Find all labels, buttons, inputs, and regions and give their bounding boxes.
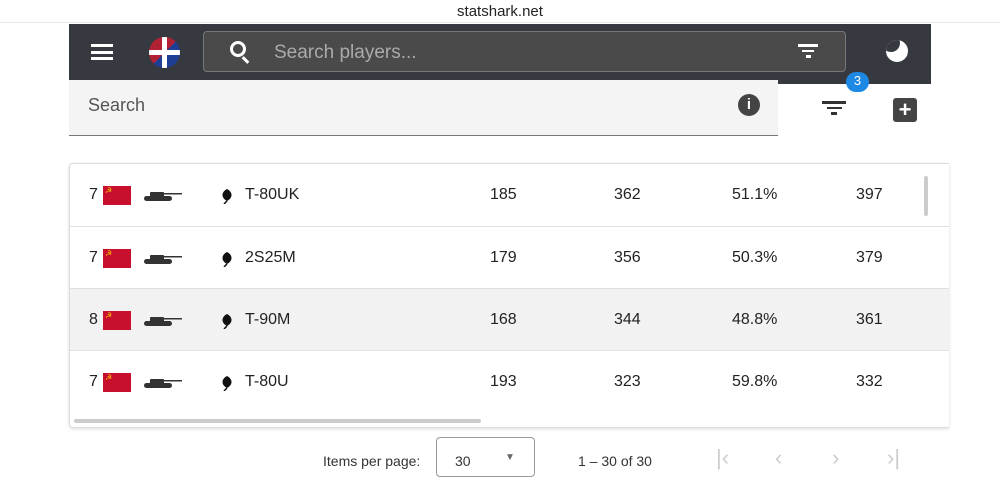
tier: 8 xyxy=(89,311,98,328)
app-header: Search players... xyxy=(69,24,931,84)
first-page-icon[interactable]: |‹ xyxy=(716,445,730,470)
cell-1: 179 xyxy=(490,249,517,266)
paginator: Items per page: 30 ▼ 1 – 30 of 30 |‹ ‹ ›… xyxy=(0,437,1000,477)
vehicle-search-input[interactable]: Search i xyxy=(69,80,778,136)
table-row[interactable]: 7 T-80UK 185 362 51.1% 397 xyxy=(70,164,949,226)
cell-2: 362 xyxy=(614,186,641,203)
cell-1: 193 xyxy=(490,373,517,390)
filter-icon[interactable] xyxy=(798,44,818,58)
cell-3: 48.8% xyxy=(732,311,778,328)
cell-4: 397 xyxy=(856,186,883,203)
tank-icon xyxy=(142,252,182,264)
dropdown-arrow-icon: ▼ xyxy=(505,452,515,463)
vehicle-name[interactable]: T-80UK xyxy=(245,186,300,203)
cell-4: 361 xyxy=(856,311,883,328)
tier: 7 xyxy=(89,373,98,390)
cell-4: 332 xyxy=(856,373,883,390)
cell-3: 59.8% xyxy=(732,373,778,390)
search-icon xyxy=(230,41,246,57)
cell-2: 356 xyxy=(614,249,641,266)
vehicle-name[interactable]: T-80U xyxy=(245,373,289,390)
cell-2: 323 xyxy=(614,373,641,390)
vehicle-name[interactable]: 2S25M xyxy=(245,249,296,266)
cell-4: 379 xyxy=(856,249,883,266)
cell-3: 50.3% xyxy=(732,249,778,266)
vehicle-type-icon xyxy=(220,251,234,272)
ussr-flag-icon xyxy=(103,373,131,392)
horizontal-scrollbar[interactable] xyxy=(74,419,481,423)
page-size-select[interactable]: 30 ▼ xyxy=(436,437,535,477)
filter-button[interactable] xyxy=(822,101,846,115)
add-button[interactable]: + xyxy=(893,98,917,122)
ussr-flag-icon xyxy=(103,186,131,205)
table-row[interactable]: 7 T-80U 193 323 59.8% 332 xyxy=(70,350,949,412)
next-page-icon[interactable]: › xyxy=(832,445,840,470)
menu-icon[interactable] xyxy=(91,44,113,60)
cell-3: 51.1% xyxy=(732,186,778,203)
info-icon[interactable]: i xyxy=(738,94,760,116)
vehicle-type-icon xyxy=(220,375,234,396)
browser-url[interactable]: statshark.net xyxy=(0,0,1000,23)
tank-icon xyxy=(142,376,182,388)
player-search-input[interactable]: Search players... xyxy=(203,31,846,72)
cell-1: 168 xyxy=(490,311,517,328)
tank-icon xyxy=(142,189,182,201)
vertical-scrollbar[interactable] xyxy=(924,176,928,216)
items-per-page-label: Items per page: xyxy=(323,453,421,469)
filter-count-badge: 3 xyxy=(846,72,869,92)
table-row[interactable]: 8 T-90M 168 344 48.8% 361 xyxy=(70,288,949,350)
tier: 7 xyxy=(89,249,98,266)
ussr-flag-icon xyxy=(103,311,131,330)
vehicle-type-icon xyxy=(220,188,234,209)
prev-page-icon[interactable]: ‹ xyxy=(775,445,783,470)
vehicle-name[interactable]: T-90M xyxy=(245,311,291,328)
cell-2: 344 xyxy=(614,311,641,328)
vehicle-type-icon xyxy=(220,313,234,334)
table-row[interactable]: 7 2S25M 179 356 50.3% 379 xyxy=(70,226,949,288)
last-page-icon[interactable]: ›| xyxy=(887,445,901,470)
tank-icon xyxy=(142,314,182,326)
page-size-value: 30 xyxy=(455,453,471,469)
dark-mode-icon[interactable] xyxy=(886,40,908,62)
tier: 7 xyxy=(89,186,98,203)
search-label: Search xyxy=(88,95,146,115)
cell-1: 185 xyxy=(490,186,517,203)
search-placeholder: Search players... xyxy=(274,42,417,63)
page-range: 1 – 30 of 30 xyxy=(578,453,652,469)
ussr-flag-icon xyxy=(103,249,131,268)
language-flag-icon[interactable] xyxy=(149,37,180,68)
